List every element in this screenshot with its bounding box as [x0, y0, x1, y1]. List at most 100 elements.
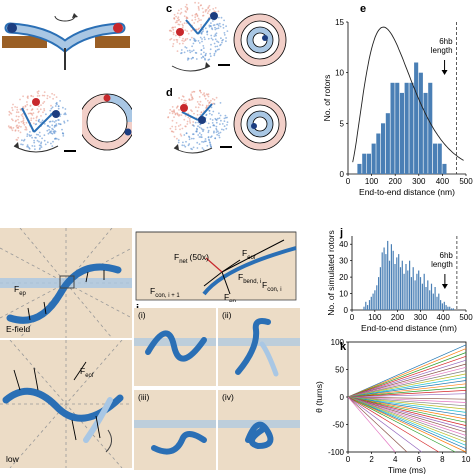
scatter-point — [198, 96, 201, 98]
scatter-point — [174, 128, 177, 131]
histogram-bar — [429, 290, 431, 310]
x-tick-label: 400 — [436, 177, 450, 186]
histogram-bar — [436, 296, 438, 310]
scatter-point — [191, 14, 194, 17]
scatter-point — [191, 19, 194, 22]
x-tick-label: 10 — [462, 455, 471, 464]
svg-text:Fep: Fep — [14, 284, 27, 297]
scatter-point — [53, 121, 56, 123]
scatter-point — [216, 133, 219, 136]
scatter-point — [225, 127, 228, 130]
scatter-point — [191, 148, 193, 151]
scatter-point — [43, 109, 46, 112]
scatter-point — [225, 25, 227, 28]
y-tick-label: 15 — [335, 18, 344, 27]
scatter-point — [224, 114, 227, 117]
trajectory-line — [347, 366, 467, 398]
histogram-bar — [412, 267, 414, 310]
scatter-point — [32, 117, 35, 120]
scatter-point — [204, 27, 207, 30]
scatter-point — [52, 140, 54, 143]
scatter-point — [179, 13, 182, 15]
scatter-point — [186, 37, 189, 40]
y-tick-label: 0 — [340, 393, 345, 402]
scatter-point — [61, 128, 63, 131]
scatter-point — [50, 104, 52, 107]
y-tick-label: 10 — [339, 290, 348, 299]
scatter-point — [221, 123, 224, 125]
scatter-point — [40, 146, 43, 148]
x-tick-label: 8 — [440, 455, 445, 464]
scatter-point — [213, 24, 216, 26]
scatter-point — [180, 7, 183, 10]
histogram-bar — [398, 254, 400, 310]
scatter-point — [208, 112, 211, 115]
scatter-point — [215, 125, 218, 128]
scatter-point — [223, 19, 225, 22]
histogram-bar — [423, 92, 428, 174]
histogram-bar — [434, 287, 436, 310]
svg-text:Fcon, i: Fcon, i — [262, 280, 282, 293]
scatter-point — [52, 128, 54, 131]
scatter-point — [10, 126, 12, 128]
scatter-point — [20, 120, 23, 123]
trajectory-line — [347, 359, 467, 398]
scatter-point — [199, 100, 202, 103]
scatter-point — [181, 26, 184, 29]
scatter-point — [184, 99, 187, 102]
scatter-point — [188, 49, 191, 52]
scatter-point — [211, 122, 214, 124]
histogram-bar — [432, 293, 434, 310]
h-fconi-label: F — [262, 280, 267, 290]
scatter-point — [21, 115, 24, 118]
histogram-bar — [410, 277, 412, 310]
scatter-point — [176, 12, 179, 15]
scatter-point — [200, 136, 203, 139]
scatter-point — [218, 48, 220, 51]
panel-label-j: j — [339, 227, 343, 239]
scatter-point — [210, 43, 212, 46]
scatter-point — [208, 4, 211, 7]
x-tick-label: 0 — [346, 177, 351, 186]
scatter-point — [26, 144, 29, 146]
scatter-point — [20, 143, 22, 146]
scatter-point — [195, 28, 198, 31]
scatter-point — [168, 112, 171, 114]
scatter-point — [183, 15, 186, 18]
scatter-point — [18, 121, 20, 124]
y-tick-label: -50 — [332, 421, 344, 430]
scatter-point — [212, 7, 215, 10]
scatter-point — [188, 143, 191, 145]
trajectory-line — [347, 396, 467, 430]
scatter-point — [215, 32, 218, 35]
histogram-bar — [379, 267, 381, 310]
svg-text:Feof: Feof — [80, 366, 94, 379]
scatter-point — [174, 125, 177, 128]
scatter-point — [31, 108, 34, 110]
histogram-bar — [374, 290, 376, 310]
scatter-point — [30, 134, 33, 137]
scatter-point — [203, 92, 205, 95]
trajectory-line — [347, 396, 467, 446]
scatter-point — [198, 19, 201, 22]
scatter-point — [37, 133, 40, 136]
chart-j: j 0 100 200 300 400 500 0 10 20 30 40 End-to-end di… — [326, 227, 473, 333]
scatter-point — [16, 106, 18, 109]
scatter-point — [182, 42, 184, 45]
scatter-point — [222, 27, 225, 29]
scatter-point — [186, 123, 189, 125]
scatter-point — [196, 128, 198, 131]
scatter-point — [181, 127, 184, 130]
scatter-point — [26, 133, 29, 136]
scatter-point — [197, 5, 200, 8]
scatter-point — [11, 129, 14, 132]
scatter-point — [42, 111, 44, 114]
scatter-point — [55, 96, 58, 98]
scatter-point — [218, 22, 221, 25]
y-tick-label: 10 — [335, 69, 344, 78]
scatter-point — [16, 108, 19, 111]
scatter-point — [213, 131, 215, 134]
scatter-point — [185, 140, 187, 143]
histogram-bar — [418, 270, 420, 310]
scatter-point — [8, 126, 11, 129]
